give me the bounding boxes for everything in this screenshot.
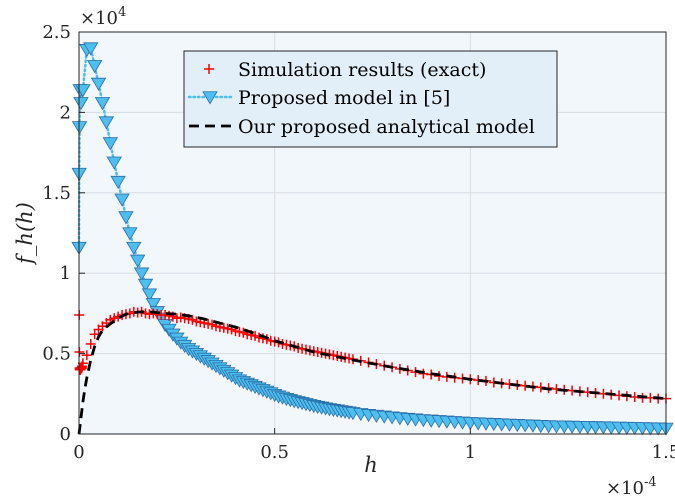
prev-model-marker bbox=[73, 97, 89, 111]
x-tick-label: 1 bbox=[465, 442, 476, 463]
legend-marker-triangle bbox=[187, 91, 233, 105]
legend: Simulation results (exact) Proposed mode… bbox=[183, 50, 558, 148]
x-tick-label: 1.5 bbox=[652, 442, 675, 463]
plot-frame bbox=[78, 31, 667, 435]
prev-model-marker bbox=[118, 211, 134, 225]
legend-marker-plus bbox=[204, 64, 214, 74]
simulation-marker bbox=[85, 338, 96, 349]
y-multiplier: ×104 bbox=[80, 5, 126, 29]
simulation-marker bbox=[81, 350, 92, 361]
legend-plus bbox=[204, 64, 214, 74]
legend-item-simulation: Simulation results (exact) bbox=[204, 59, 486, 81]
y-axis-label: f_h(h) bbox=[13, 202, 37, 266]
legend-label-simulation: Simulation results (exact) bbox=[238, 59, 486, 81]
prev-model-marker bbox=[83, 42, 99, 56]
prev-model-marker bbox=[130, 254, 146, 268]
legend-item-prev: Proposed model in [5] bbox=[187, 87, 450, 109]
y-tick-label: 2.5 bbox=[42, 22, 71, 43]
series-layer bbox=[71, 42, 674, 436]
y-tick-label: 2 bbox=[60, 102, 71, 123]
x-tick-label: 0.5 bbox=[260, 442, 289, 463]
legend-item-ours: Our proposed analytical model bbox=[189, 116, 535, 138]
legend-box bbox=[183, 50, 558, 148]
prev-model-marker bbox=[106, 156, 122, 170]
legend-label-prev: Proposed model in [5] bbox=[238, 87, 450, 109]
y-tick-label: 0.5 bbox=[42, 344, 71, 365]
y-tick-label: 0 bbox=[60, 424, 71, 445]
legend-triangle bbox=[202, 91, 218, 105]
prev-model-marker bbox=[114, 193, 130, 207]
y-tick-label: 1 bbox=[60, 263, 71, 284]
prev-model-marker bbox=[122, 227, 138, 241]
prev-model-marker bbox=[94, 97, 111, 111]
x-axis-label: h bbox=[364, 453, 378, 477]
our-model-line bbox=[77, 310, 667, 435]
prev-model-marker bbox=[137, 278, 154, 292]
legend-label-ours: Our proposed analytical model bbox=[238, 116, 535, 138]
prev-model-marker bbox=[141, 288, 158, 302]
x-tick-label: 0 bbox=[73, 442, 84, 463]
prev-model-marker bbox=[133, 267, 150, 281]
series-prev-model bbox=[71, 42, 674, 436]
prev-model-marker bbox=[98, 116, 115, 130]
prev-model-marker bbox=[102, 137, 119, 151]
prev-model-marker bbox=[126, 241, 142, 255]
prev-model-marker bbox=[71, 121, 88, 135]
series-our-model bbox=[77, 310, 667, 435]
prev-model-marker bbox=[90, 77, 107, 91]
simulation-marker bbox=[77, 358, 88, 369]
prev-model-marker bbox=[110, 175, 126, 189]
y-tick-label: 1.5 bbox=[42, 183, 71, 204]
ticks: 0 0.5 1 1.5 0 0.5 1 1.5 2 2.5 bbox=[42, 22, 675, 463]
prev-model-marker bbox=[145, 298, 162, 312]
prev-model-marker bbox=[86, 60, 103, 74]
x-multiplier: ×10-4 bbox=[606, 475, 657, 499]
